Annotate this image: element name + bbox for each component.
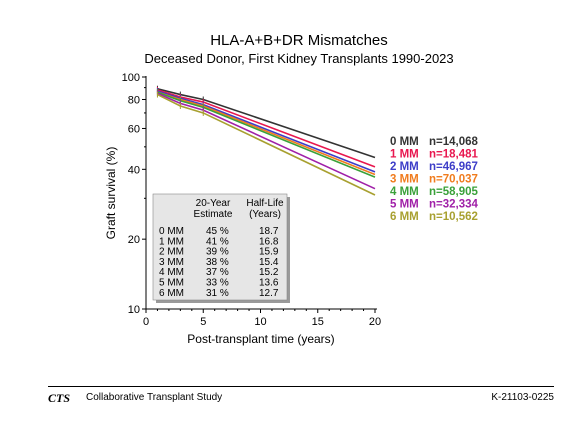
series-lines bbox=[156, 85, 376, 196]
table-cell-estimate: 45 % bbox=[206, 226, 229, 237]
legend-count-3: n=70,037 bbox=[429, 174, 478, 186]
y-tick-label: 20 bbox=[128, 234, 140, 246]
y-tick-label: 80 bbox=[128, 94, 140, 106]
legend-count-1: n=18,481 bbox=[429, 149, 479, 161]
series-line-5 bbox=[157, 92, 376, 190]
x-tick-label: 5 bbox=[200, 316, 206, 328]
table-cell-group: 3 MM bbox=[159, 257, 184, 268]
table-cell-group: 4 MM bbox=[159, 267, 184, 278]
legend-label-1: 1 MM bbox=[390, 149, 419, 161]
legend-label-5: 5 MM bbox=[390, 199, 419, 211]
y-tick-label: 40 bbox=[128, 164, 140, 176]
legend-count-6: n=10,562 bbox=[429, 211, 478, 223]
y-tick-label: 10 bbox=[128, 304, 140, 316]
table-cell-group: 2 MM bbox=[159, 247, 184, 258]
x-axis-label: Post-transplant time (years) bbox=[187, 332, 334, 346]
legend-count-0: n=14,068 bbox=[429, 136, 479, 148]
cts-logo: CTS bbox=[48, 391, 71, 405]
legend-count-2: n=46,967 bbox=[429, 161, 478, 173]
table-cell-half-life: 15.9 bbox=[259, 247, 279, 258]
legend: 0 MM n=14,068 1 MM n=18,481 2 MM n=46,967 3 MM… bbox=[390, 136, 479, 223]
table-box bbox=[152, 193, 288, 301]
footer: CTS Collaborative Transplant Study K-211… bbox=[48, 386, 554, 409]
x-tick-label: 15 bbox=[312, 316, 324, 328]
table-cell-estimate: 33 % bbox=[206, 278, 229, 289]
legend-label-3: 3 MM bbox=[390, 174, 419, 186]
legend-count-4: n=58,905 bbox=[429, 186, 479, 198]
series-line-1 bbox=[157, 89, 376, 168]
x-tick-label: 20 bbox=[369, 316, 381, 328]
table-cell-estimate: 41 % bbox=[206, 236, 229, 247]
table-header-half-life: Half-Life bbox=[246, 198, 284, 209]
table-cell-estimate: 39 % bbox=[206, 247, 229, 258]
table-cell-group: 0 MM bbox=[159, 226, 184, 237]
series-line-4 bbox=[157, 91, 376, 178]
table-header-estimate: 20-Year bbox=[196, 198, 231, 209]
table-cell-half-life: 13.6 bbox=[259, 278, 279, 289]
table-cell-group: 6 MM bbox=[159, 288, 184, 299]
series-line-6 bbox=[157, 93, 376, 196]
y-axis-ticks: 10 20 40 60 80 100 bbox=[122, 72, 146, 316]
x-tick-label: 0 bbox=[143, 316, 149, 328]
table-cell-estimate: 37 % bbox=[206, 267, 229, 278]
table-cell-group: 5 MM bbox=[159, 278, 184, 289]
table-header-estimate: Estimate bbox=[194, 209, 233, 220]
legend-label-4: 4 MM bbox=[390, 186, 419, 198]
figure-code: K-21103-0225 bbox=[491, 392, 554, 403]
x-tick-label: 10 bbox=[254, 316, 266, 328]
table-cell-half-life: 16.8 bbox=[259, 236, 279, 247]
legend-label-0: 0 MM bbox=[390, 136, 419, 148]
series-line-0 bbox=[157, 87, 376, 159]
plot-area: 0 5 10 15 20 10 20 40 60 80 100 bbox=[122, 72, 381, 328]
table-header-half-life: (Years) bbox=[249, 209, 281, 220]
table-cell-estimate: 38 % bbox=[206, 257, 229, 268]
legend-label-2: 2 MM bbox=[390, 161, 419, 173]
series-line-2 bbox=[157, 90, 376, 173]
organization-name: Collaborative Transplant Study bbox=[86, 392, 223, 403]
y-tick-label: 100 bbox=[122, 72, 140, 84]
chart-subtitle: Deceased Donor, First Kidney Transplants… bbox=[144, 51, 453, 66]
table-cell-half-life: 15.2 bbox=[259, 267, 279, 278]
table-cell-half-life: 18.7 bbox=[259, 226, 279, 237]
y-axis-label: Graft survival (%) bbox=[104, 147, 118, 240]
table-cell-estimate: 31 % bbox=[206, 288, 229, 299]
table-cell-group: 1 MM bbox=[159, 236, 184, 247]
y-tick-label: 60 bbox=[128, 123, 140, 135]
chart-title: HLA-A+B+DR Mismatches bbox=[210, 32, 388, 49]
legend-count-5: n=32,334 bbox=[429, 199, 479, 211]
table-cell-half-life: 15.4 bbox=[259, 257, 279, 268]
legend-label-6: 6 MM bbox=[390, 211, 419, 223]
table-cell-half-life: 12.7 bbox=[259, 288, 279, 299]
x-axis-ticks: 0 5 10 15 20 bbox=[143, 309, 381, 328]
